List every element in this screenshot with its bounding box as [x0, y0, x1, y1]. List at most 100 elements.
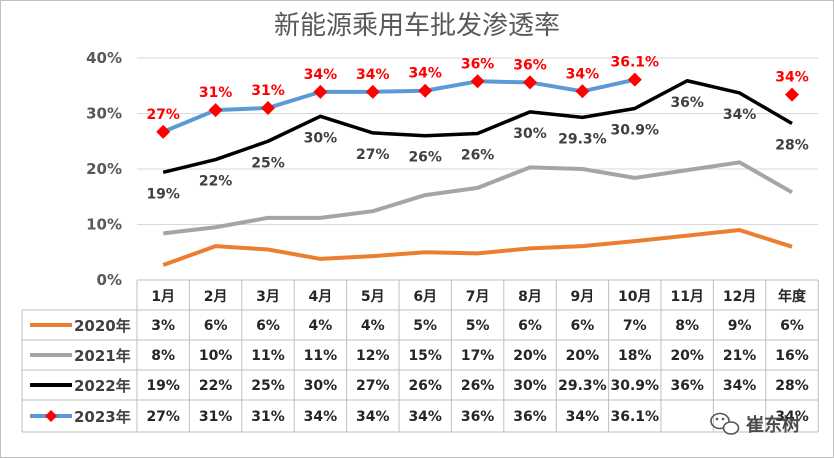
table-cell: 27%	[146, 409, 180, 425]
y-tick-label: 0%	[97, 271, 122, 289]
data-label-2023: 34%	[304, 67, 338, 83]
data-table: 1月 2月 3月 4月 5月 6月 7月 8月 9月 10月 11月 12月 年度 2020年 3% 6% 6%…	[21, 279, 819, 433]
series-line	[162, 77, 636, 134]
table-cell: 12%	[356, 348, 390, 364]
table-cell: 30.9%	[611, 378, 660, 394]
table-cell: 28%	[775, 378, 809, 394]
data-point-marker	[627, 72, 642, 87]
table-cell: 16%	[775, 348, 809, 364]
x-tick-label: 3月	[256, 289, 280, 305]
table-cell: 34%	[356, 409, 390, 425]
table-cell: 6%	[256, 318, 280, 334]
data-point-marker	[418, 83, 433, 98]
table-cell: 4%	[361, 318, 385, 334]
series-line	[162, 79, 793, 175]
table-cell: 25%	[251, 378, 285, 394]
series-2020年	[162, 228, 793, 267]
legend-label: 2020年	[74, 317, 131, 335]
table-cell: 19%	[146, 378, 180, 394]
table-cell: 22%	[199, 378, 233, 394]
x-tick-label: 6月	[413, 289, 437, 305]
data-label-2022: 22%	[199, 174, 233, 190]
series-2022年	[162, 79, 793, 175]
data-label-2023: 36.1%	[611, 55, 660, 71]
x-tick-label: 5月	[361, 289, 385, 305]
legend-label: 2023年	[74, 408, 131, 426]
table-cell: 34%	[408, 409, 442, 425]
table-cell: 31%	[199, 409, 233, 425]
data-label-2022: 27%	[356, 147, 390, 163]
table-cell: 30%	[513, 378, 547, 394]
table-cell: 17%	[461, 348, 495, 364]
data-label-2022: 34%	[723, 107, 757, 123]
data-label-2022: 26%	[461, 147, 495, 163]
data-label-2022: 19%	[146, 186, 180, 202]
table-cell: 34%	[566, 409, 600, 425]
y-tick-label: 40%	[86, 49, 122, 67]
table-cell: 5%	[466, 318, 490, 334]
data-point-marker	[785, 87, 799, 102]
data-point-marker	[208, 103, 223, 118]
table-cell: 29.3%	[558, 378, 607, 394]
table-cell: 8%	[675, 318, 699, 334]
table-cell: 36%	[670, 378, 704, 394]
x-tick-label: 年度	[778, 288, 807, 305]
x-tick-label: 1月	[151, 289, 175, 305]
table-cell: 10%	[199, 348, 233, 364]
y-tick-label: 30%	[86, 105, 122, 123]
legend-marker	[45, 410, 57, 422]
table-cell: 31%	[251, 409, 285, 425]
x-tick-label: 12月	[723, 289, 756, 305]
table-cell: 6%	[780, 318, 804, 334]
table-cell: 26%	[408, 378, 442, 394]
table-cell: 11%	[251, 348, 285, 364]
y-axis: 0% 10% 20% 30% 40%	[86, 49, 122, 289]
data-point-marker	[261, 100, 275, 115]
table-cell: 30%	[304, 378, 338, 394]
series-2023年	[156, 72, 799, 139]
data-label-2022: 36%	[670, 95, 704, 111]
series-lines	[156, 72, 799, 267]
data-point-marker	[470, 74, 485, 89]
wechat-icon	[710, 412, 740, 435]
data-label-2023: 34%	[356, 67, 390, 83]
table-cell: 5%	[413, 318, 437, 334]
table-cell: 27%	[356, 378, 390, 394]
x-tick-label: 11月	[670, 289, 703, 305]
series-line	[162, 228, 793, 267]
series-2021年	[162, 160, 793, 236]
chart-title: 新能源乘用车批发渗透率	[274, 11, 560, 41]
data-label-2022: 25%	[251, 155, 285, 171]
data-label-2023: 36%	[461, 56, 495, 72]
data-point-marker	[575, 84, 590, 99]
table-cell: 20%	[513, 348, 547, 364]
data-label-2023: 34%	[566, 66, 600, 82]
data-label-2022: 30%	[304, 130, 338, 146]
table-cell: 20%	[670, 348, 704, 364]
table-cell: 3%	[151, 318, 175, 334]
data-point-marker	[313, 84, 328, 99]
series-line	[162, 160, 793, 236]
y-tick-label: 10%	[86, 216, 122, 234]
data-point-marker	[523, 75, 537, 90]
x-tick-label: 4月	[309, 289, 333, 305]
table-cell: 11%	[304, 348, 338, 364]
data-label-2022: 26%	[408, 150, 442, 166]
legend-label: 2022年	[74, 377, 131, 395]
table-cell: 20%	[566, 348, 600, 364]
watermark: 崔东树	[710, 412, 800, 436]
table-cell: 26%	[461, 378, 495, 394]
table-cell: 36.1%	[611, 409, 660, 425]
table-cell: 6%	[518, 318, 542, 334]
x-tick-label: 7月	[466, 289, 490, 305]
data-label-2023: 31%	[251, 83, 285, 99]
table-cell: 4%	[309, 318, 333, 334]
x-tick-label: 9月	[571, 289, 595, 305]
table-cell: 34%	[304, 409, 338, 425]
y-tick-label: 20%	[86, 160, 122, 178]
legend-label: 2021年	[74, 347, 131, 365]
data-label-2023: 34%	[408, 66, 442, 82]
x-tick-label: 8月	[518, 289, 542, 305]
data-label-2023: 36%	[513, 57, 547, 73]
